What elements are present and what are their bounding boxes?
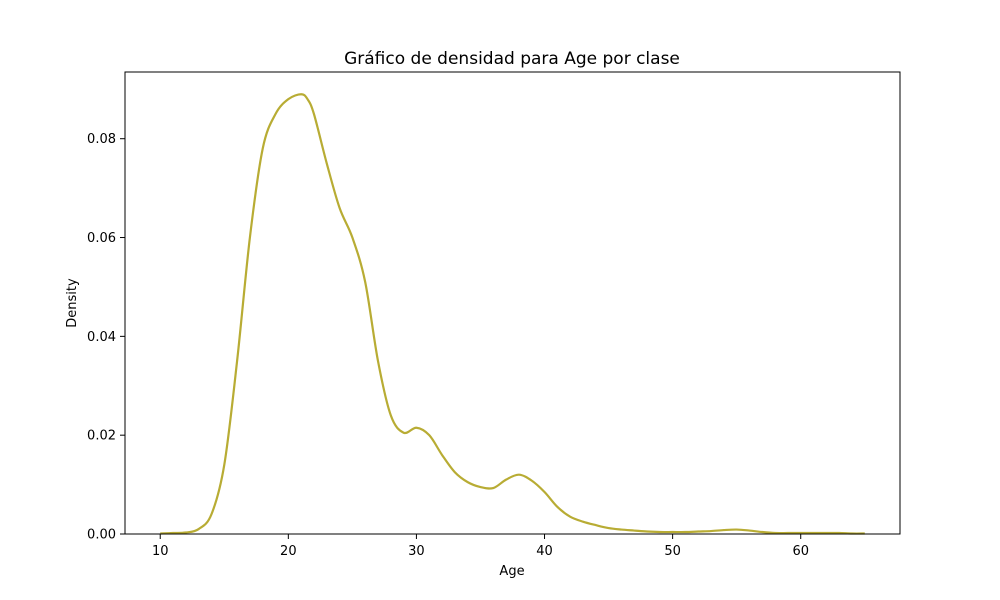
y-axis-label: Density (65, 278, 80, 328)
x-tick-label: 30 (408, 544, 425, 559)
chart-title: Gráfico de densidad para Age por clase (344, 49, 680, 69)
density-line (160, 93, 865, 535)
x-tick-label: 60 (792, 544, 809, 559)
x-axis-ticks: 10 20 30 40 50 60 (152, 534, 809, 559)
x-tick-label: 10 (152, 544, 169, 559)
y-tick-label: 0.04 (87, 330, 116, 345)
y-tick-label: 0.00 (87, 528, 116, 543)
x-tick-label: 50 (664, 544, 681, 559)
y-axis-ticks: 0.00 0.02 0.04 0.06 0.08 (87, 132, 125, 543)
plot-frame (124, 71, 901, 535)
y-tick-label: 0.08 (87, 132, 116, 147)
y-tick-label: 0.06 (87, 231, 116, 246)
x-axis-label: Age (499, 564, 524, 579)
series-layer (160, 93, 865, 535)
plot-area (125, 72, 900, 534)
x-tick-label: 40 (536, 544, 553, 559)
x-tick-label: 20 (280, 544, 297, 559)
y-tick-label: 0.02 (87, 429, 116, 444)
